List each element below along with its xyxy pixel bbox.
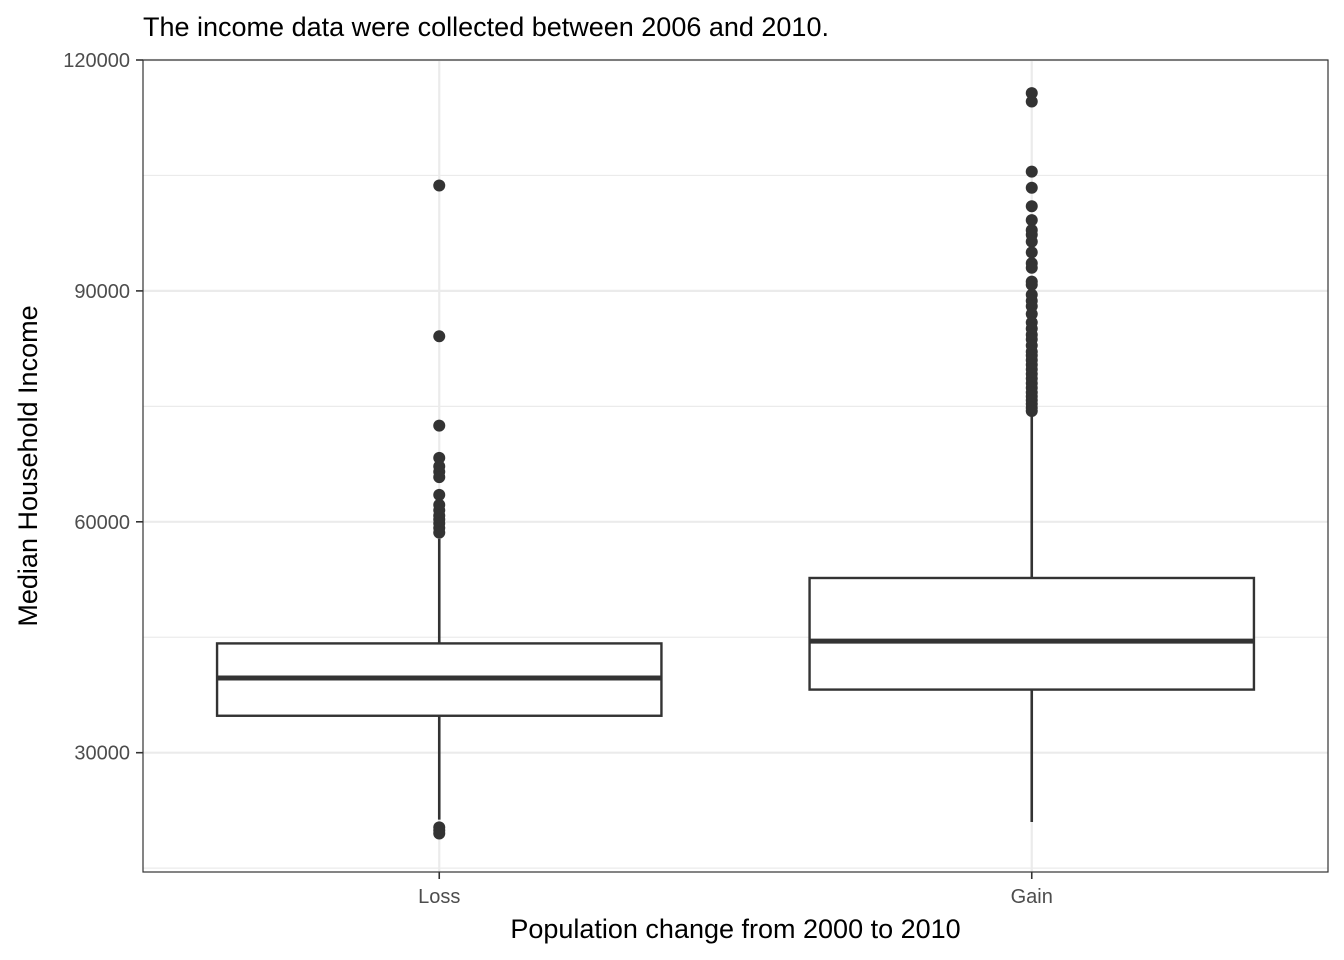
iqr-box [808,576,1256,691]
outlier-point [1025,261,1038,274]
box-gain [808,87,1256,822]
outlier-point [1025,95,1038,108]
outlier-point [433,451,446,464]
plot-border [142,59,1329,873]
box-layer [215,87,1256,840]
outlier-point [433,526,446,539]
box-loss [215,179,663,840]
x-tick-label: Loss [418,886,460,908]
outlier-point [433,330,446,343]
outlier-point [1025,87,1038,100]
outlier-point [1025,165,1038,178]
outlier-point [1025,278,1038,291]
x-axis-title: Population change from 2000 to 2010 [510,914,960,944]
y-tick-label: 60000 [74,512,130,534]
y-axis-title: Median Household Income [13,305,43,626]
chart-title: The income data were collected between 2… [143,12,829,42]
outlier-point [1025,404,1038,417]
plot-panel [143,60,1328,872]
outlier-point [1025,246,1038,259]
x-tick-label: Gain [1011,886,1053,908]
outlier-point [1025,200,1038,213]
outlier-point [1025,235,1038,248]
outlier-point [433,488,446,501]
y-tick-label: 120000 [63,50,130,72]
outlier-point [1025,307,1038,320]
outlier-point [433,179,446,192]
outlier-point [433,419,446,432]
y-tick-label: 90000 [74,281,130,303]
outlier-point [1025,214,1038,227]
axis-layer: 30000 60000 90000 120000 Loss Gain [63,50,1053,908]
y-tick-label: 30000 [74,743,130,765]
outlier-point [433,471,446,484]
outlier-point [1025,181,1038,194]
outlier-point [433,827,446,840]
